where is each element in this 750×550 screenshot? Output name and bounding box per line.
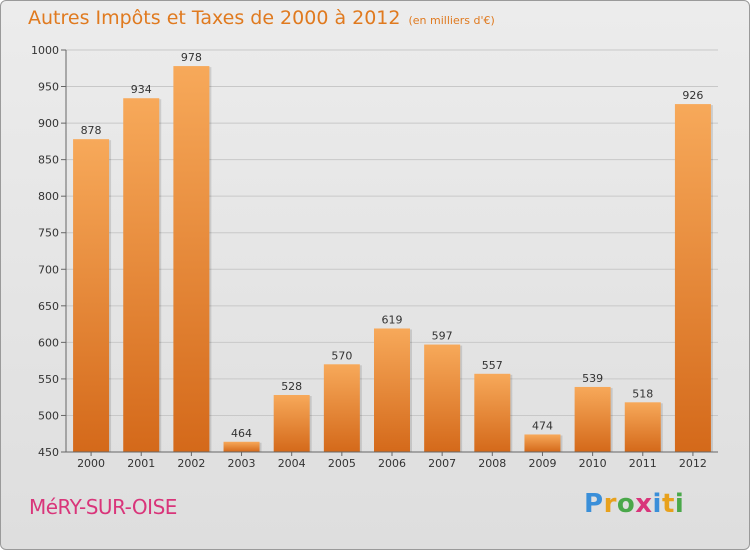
y-tick-label: 600: [38, 336, 59, 349]
logo-letter: i: [674, 489, 685, 519]
x-tick-label: 2006: [378, 457, 406, 470]
logo-letter: r: [603, 489, 617, 519]
bar-2008: [474, 373, 511, 452]
x-tick-label: 2010: [579, 457, 607, 470]
bar-2009: [524, 434, 561, 452]
y-tick-label: 450: [38, 446, 59, 459]
value-label: 518: [632, 387, 653, 400]
x-tick-label: 2012: [679, 457, 707, 470]
labels: 450 500 550 600 650 700 750 800 850 900 950 1000 878…: [31, 44, 707, 470]
axes: [61, 49, 718, 456]
bar-2003: [223, 441, 260, 452]
chart-title: Autres Impôts et Taxes de 2000 à 2012 (en…: [28, 7, 495, 29]
value-label: 619: [382, 313, 403, 326]
bar-2005: [323, 364, 360, 452]
chart-subtitle: (en milliers d'€): [408, 14, 495, 27]
bar-2000: [73, 139, 110, 453]
value-label: 557: [482, 359, 503, 372]
value-label: 597: [432, 330, 453, 343]
logo-letter: t: [661, 489, 675, 519]
y-tick-label: 850: [38, 154, 59, 167]
commune-name: MéRY-SUR-OISE: [29, 495, 177, 519]
value-label: 474: [532, 419, 553, 432]
bar-2004: [273, 394, 310, 452]
logo-letter: P: [584, 489, 604, 519]
value-label: 878: [81, 124, 102, 137]
y-tick-label: 800: [38, 190, 59, 203]
x-tick-label: 2008: [478, 457, 506, 470]
bar-2010: [574, 386, 611, 452]
x-tick-label: 2004: [278, 457, 306, 470]
x-tick-label: 2011: [629, 457, 657, 470]
y-tick-label: 550: [38, 373, 59, 386]
x-tick-label: 2005: [328, 457, 356, 470]
bars: [73, 66, 713, 453]
logo-letter: i: [652, 489, 662, 519]
bar-2001: [123, 98, 160, 453]
y-tick-label: 750: [38, 227, 59, 240]
y-tick-label: 900: [38, 117, 59, 130]
y-tick-label: 700: [38, 263, 59, 276]
value-label: 539: [582, 372, 603, 385]
x-tick-label: 2007: [428, 457, 456, 470]
value-label: 978: [181, 51, 202, 64]
y-tick-label: 500: [38, 409, 59, 422]
logo-letter: o: [616, 489, 636, 519]
bar-2011: [624, 402, 661, 452]
proxiti-logo[interactable]: Proxiti: [584, 489, 684, 519]
x-tick-label: 2000: [77, 457, 105, 470]
value-label: 570: [331, 349, 352, 362]
bar-2012: [674, 104, 711, 452]
value-label: 934: [131, 83, 152, 96]
bar-2002: [173, 66, 210, 452]
x-tick-label: 2001: [127, 457, 155, 470]
logo-letter: x: [635, 489, 653, 519]
value-label: 926: [682, 89, 703, 102]
x-tick-label: 2003: [228, 457, 256, 470]
bar-2006: [374, 328, 410, 452]
y-tick-label: 950: [38, 81, 59, 94]
y-tick-label: 1000: [31, 44, 59, 57]
x-tick-label: 2002: [177, 457, 205, 470]
y-tick-label: 650: [38, 300, 59, 313]
value-label: 464: [231, 427, 252, 440]
x-tick-label: 2009: [528, 457, 556, 470]
value-label: 528: [281, 380, 302, 393]
bar-2007: [424, 344, 461, 452]
